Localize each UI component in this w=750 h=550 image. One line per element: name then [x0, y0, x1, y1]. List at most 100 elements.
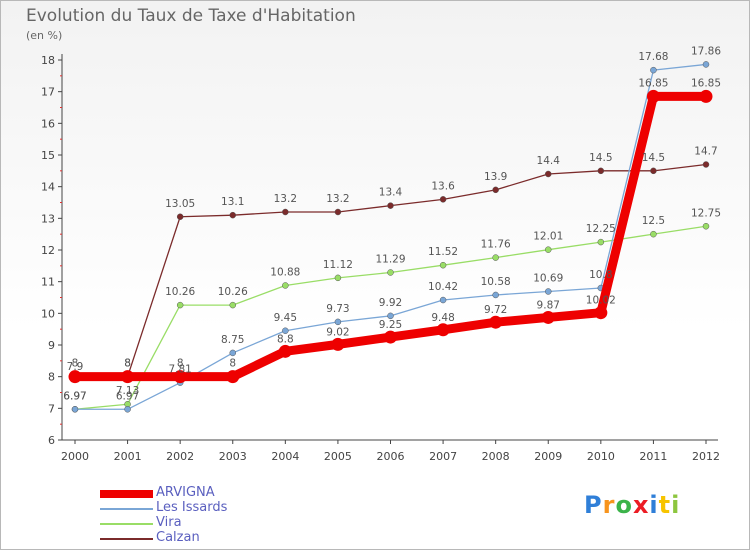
legend-item-arvigna: ARVIGNA — [100, 485, 300, 502]
y-tick-label: 9 — [48, 339, 55, 352]
data-point — [334, 208, 342, 216]
data-label: 9.87 — [537, 299, 560, 311]
data-point — [387, 312, 394, 320]
data-label: 9.92 — [379, 297, 402, 309]
y-tick-label: 17 — [41, 86, 55, 99]
legend-label: ARVIGNA — [156, 485, 215, 500]
data-point — [384, 330, 397, 344]
data-point — [545, 288, 552, 295]
x-tick-label: 2007 — [429, 450, 457, 463]
data-label: 11.29 — [375, 253, 405, 265]
data-label: 14.4 — [537, 155, 561, 167]
legend-item-calzan: Calzan — [100, 530, 300, 547]
data-point — [541, 310, 555, 324]
logo-letter: t — [658, 491, 672, 519]
x-tick-label: 2001 — [114, 450, 142, 463]
data-point — [334, 318, 342, 326]
data-label: 13.05 — [165, 198, 195, 210]
data-point — [229, 301, 236, 309]
legend-swatch — [100, 508, 153, 510]
data-point — [439, 296, 447, 304]
data-point — [545, 246, 552, 253]
data-label: 13.2 — [274, 193, 297, 205]
data-label: 14.7 — [694, 146, 717, 158]
data-point — [124, 406, 131, 413]
data-point — [436, 323, 450, 337]
data-point — [176, 301, 184, 309]
data-label: 6.97 — [63, 390, 86, 402]
x-tick-label: 2010 — [587, 450, 615, 463]
x-tick-label: 2009 — [534, 450, 562, 463]
data-label: 9.02 — [326, 326, 349, 338]
y-tick-label: 11 — [41, 276, 55, 289]
data-label: 10.26 — [165, 286, 195, 298]
data-point — [594, 306, 608, 320]
x-tick-label: 2012 — [692, 450, 720, 463]
data-point — [492, 291, 499, 299]
data-label: 12.5 — [642, 215, 665, 227]
data-point — [699, 89, 713, 103]
y-tick-label: 6 — [48, 434, 55, 447]
data-label: 6.97 — [63, 390, 86, 402]
y-tick-label: 13 — [41, 212, 55, 225]
legend-swatch — [100, 523, 153, 525]
data-label: 10.58 — [481, 276, 511, 288]
legend-item-les-issards: Les Issards — [100, 500, 300, 517]
data-label: 13.4 — [379, 187, 403, 199]
y-tick-label: 16 — [41, 117, 55, 130]
logo-letter: i — [671, 491, 681, 519]
data-label: 16.85 — [638, 77, 668, 89]
data-point — [334, 274, 342, 282]
data-point — [489, 315, 503, 329]
data-point — [387, 269, 394, 276]
data-label: 8 — [177, 358, 184, 370]
legend-label: Les Issards — [156, 500, 228, 515]
data-label: 8 — [229, 358, 236, 370]
y-tick-label: 15 — [41, 149, 55, 162]
data-label: 8.75 — [221, 334, 244, 346]
data-label: 12.01 — [533, 231, 563, 243]
data-label: 9.48 — [431, 312, 454, 324]
data-point — [229, 211, 236, 219]
data-point — [646, 89, 660, 103]
data-label: 13.9 — [484, 171, 507, 183]
data-point — [387, 202, 394, 209]
data-label: 14.5 — [589, 152, 612, 164]
x-tick-label: 2000 — [61, 450, 89, 463]
data-label: 14.5 — [642, 152, 665, 164]
logo-letter: o — [615, 491, 633, 519]
data-label: 9.25 — [379, 319, 402, 331]
x-tick-label: 2005 — [324, 450, 352, 463]
data-label: 10.8 — [589, 269, 612, 281]
data-label: 13.1 — [221, 196, 244, 208]
data-label: 13.2 — [326, 193, 349, 205]
data-label: 9.72 — [484, 304, 507, 316]
data-point — [545, 170, 552, 178]
data-point — [597, 238, 605, 246]
data-label: 12.25 — [586, 223, 616, 235]
legend-swatch — [100, 490, 153, 498]
legend-swatch — [100, 538, 153, 540]
data-point — [702, 223, 710, 230]
legend-label: Calzan — [156, 530, 200, 545]
data-label: 10.42 — [428, 281, 458, 293]
data-label: 12.75 — [691, 207, 721, 219]
data-label: 17.68 — [638, 51, 668, 63]
data-point — [597, 167, 605, 175]
data-point — [71, 406, 79, 413]
x-tick-label: 2002 — [166, 450, 194, 463]
data-label: 10.69 — [533, 272, 563, 284]
x-tick-label: 2004 — [271, 450, 299, 463]
data-label: 8 — [72, 358, 79, 370]
logo-letter: x — [632, 491, 650, 519]
data-point — [650, 167, 657, 175]
data-label: 10.88 — [270, 266, 300, 278]
data-label: 9.73 — [326, 303, 349, 315]
x-tick-label: 2008 — [482, 450, 510, 463]
data-label: 6.97 — [116, 390, 139, 402]
logo-letter: P — [584, 491, 603, 519]
data-point — [650, 230, 657, 238]
data-point — [121, 370, 135, 384]
data-label: 7.13 — [116, 385, 139, 397]
